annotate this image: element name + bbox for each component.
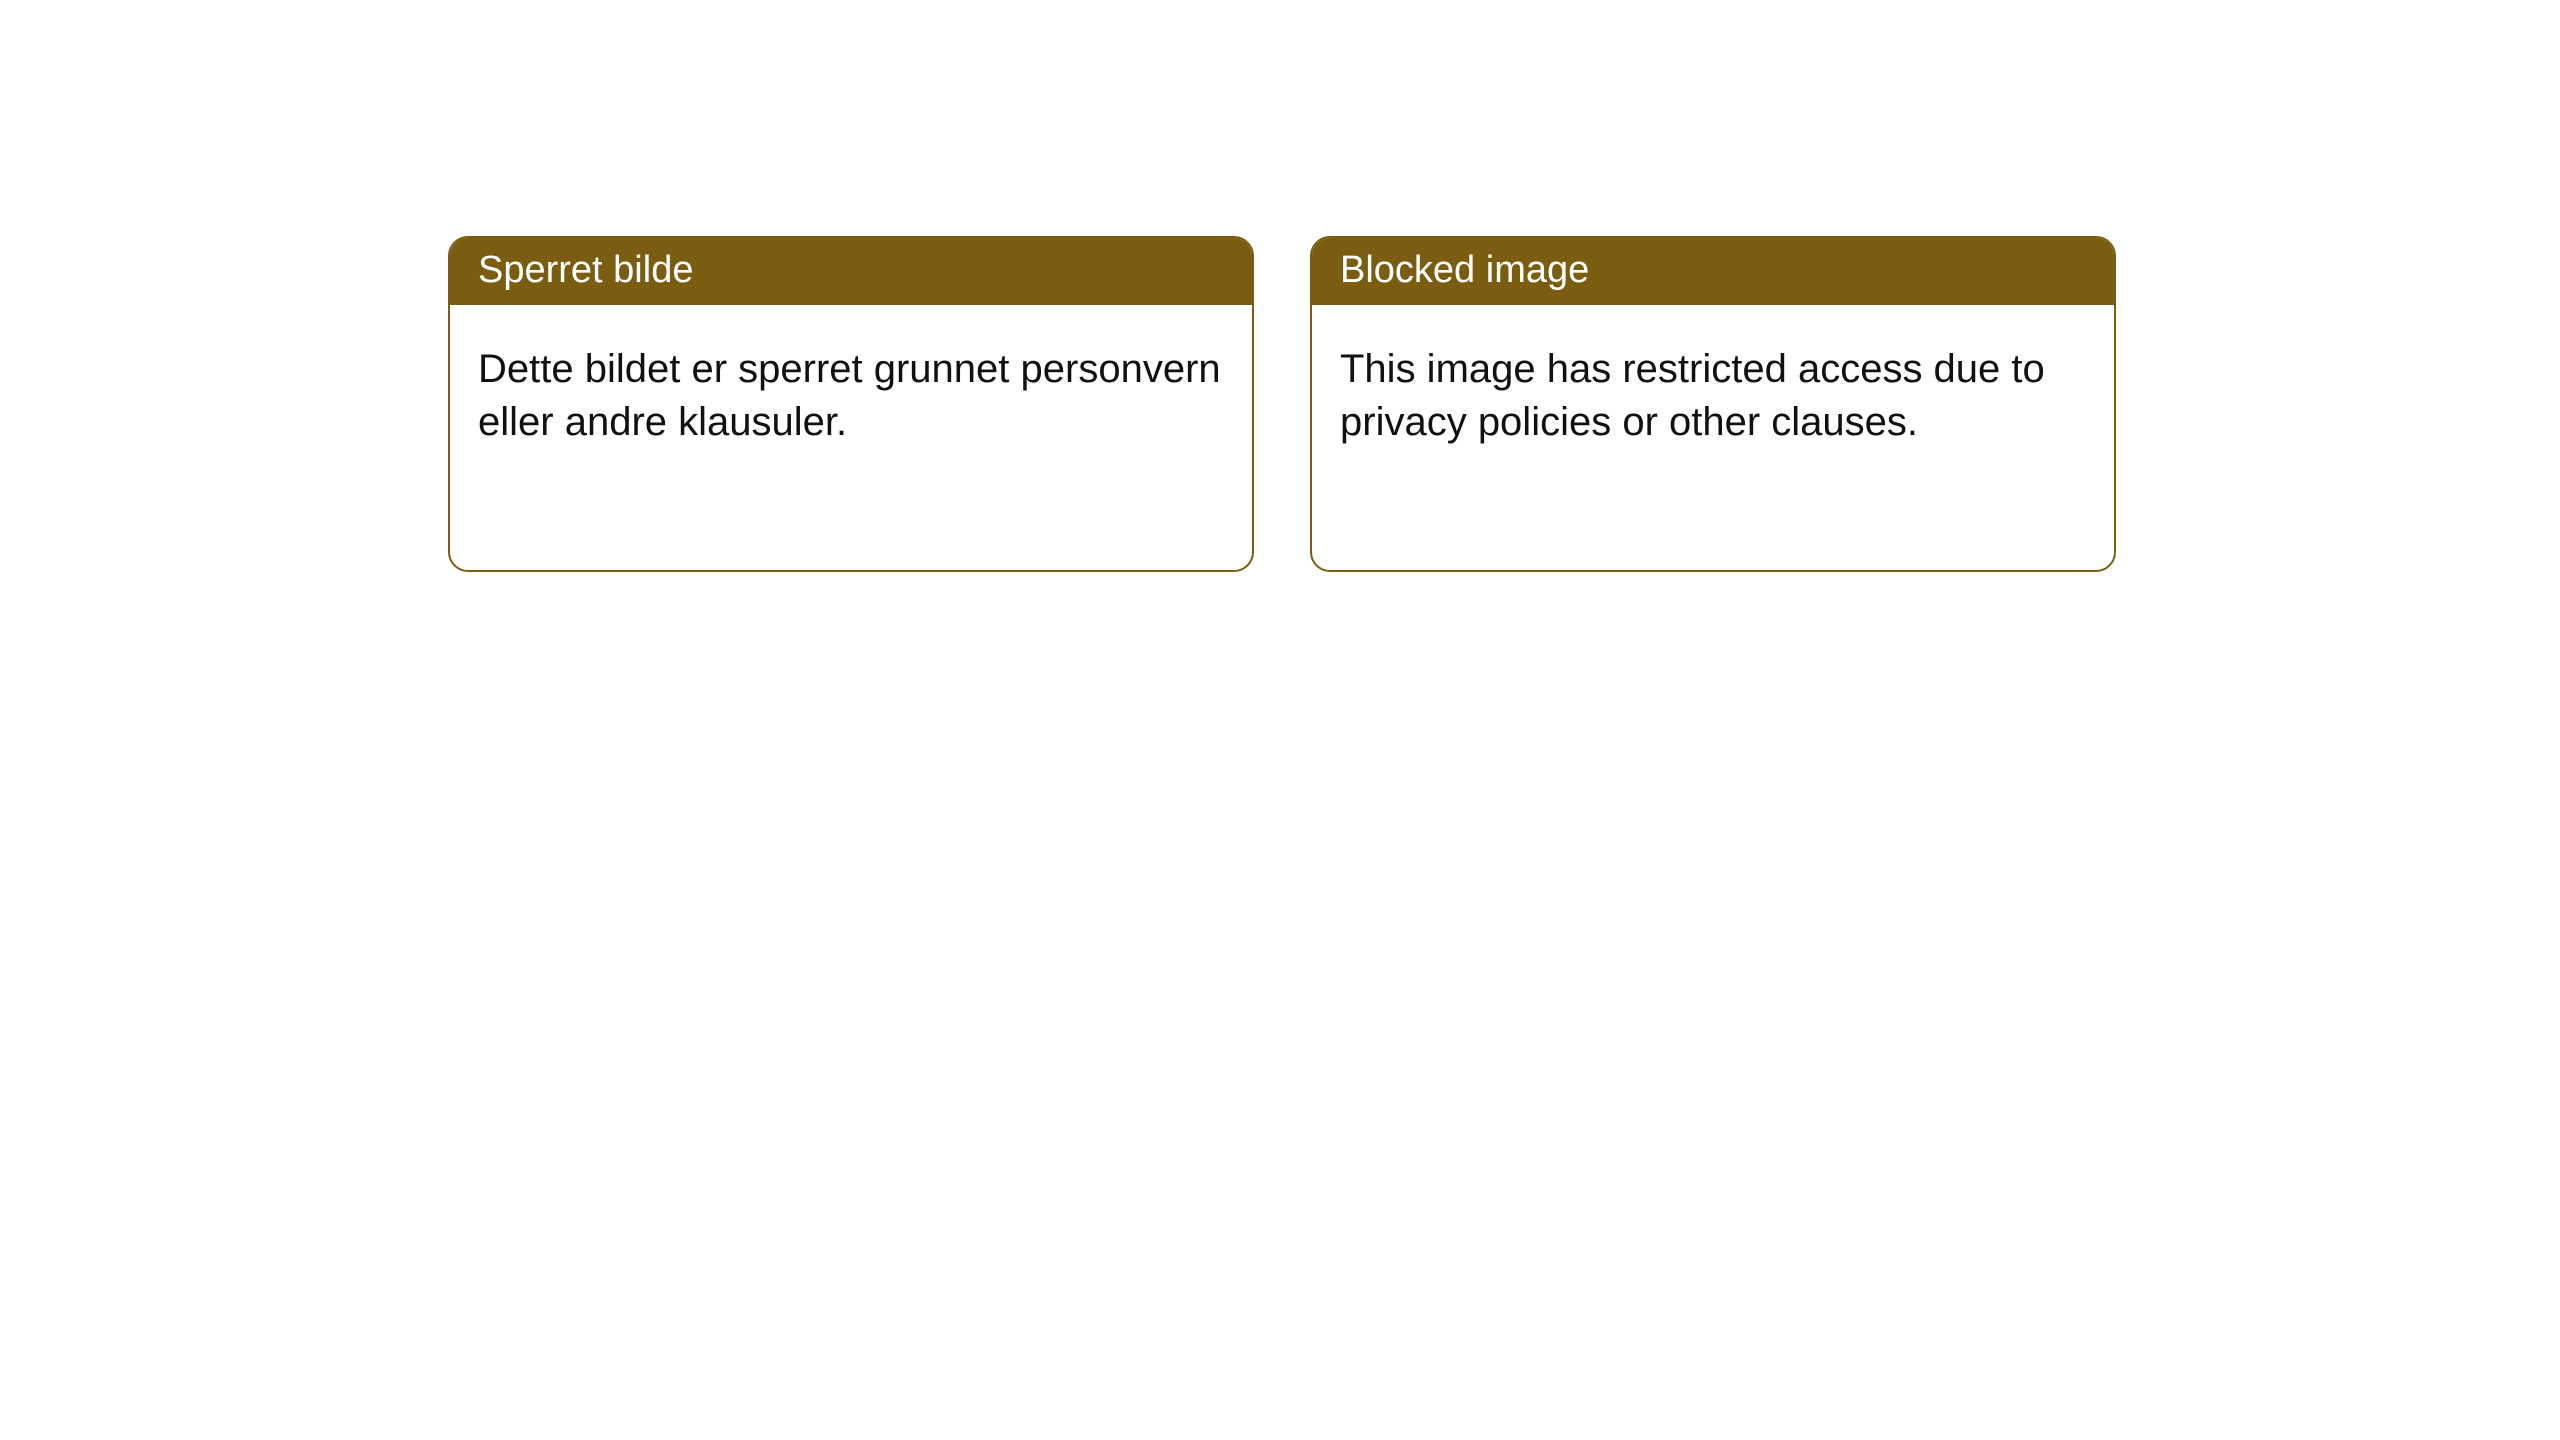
notice-card-title: Sperret bilde <box>450 238 1252 305</box>
notice-card-english: Blocked image This image has restricted … <box>1310 236 2116 572</box>
notice-card-body: This image has restricted access due to … <box>1312 305 2114 477</box>
notice-card-title: Blocked image <box>1312 238 2114 305</box>
notice-card-body: Dette bildet er sperret grunnet personve… <box>450 305 1252 477</box>
notice-card-norwegian: Sperret bilde Dette bildet er sperret gr… <box>448 236 1254 572</box>
notice-container: Sperret bilde Dette bildet er sperret gr… <box>0 0 2560 572</box>
